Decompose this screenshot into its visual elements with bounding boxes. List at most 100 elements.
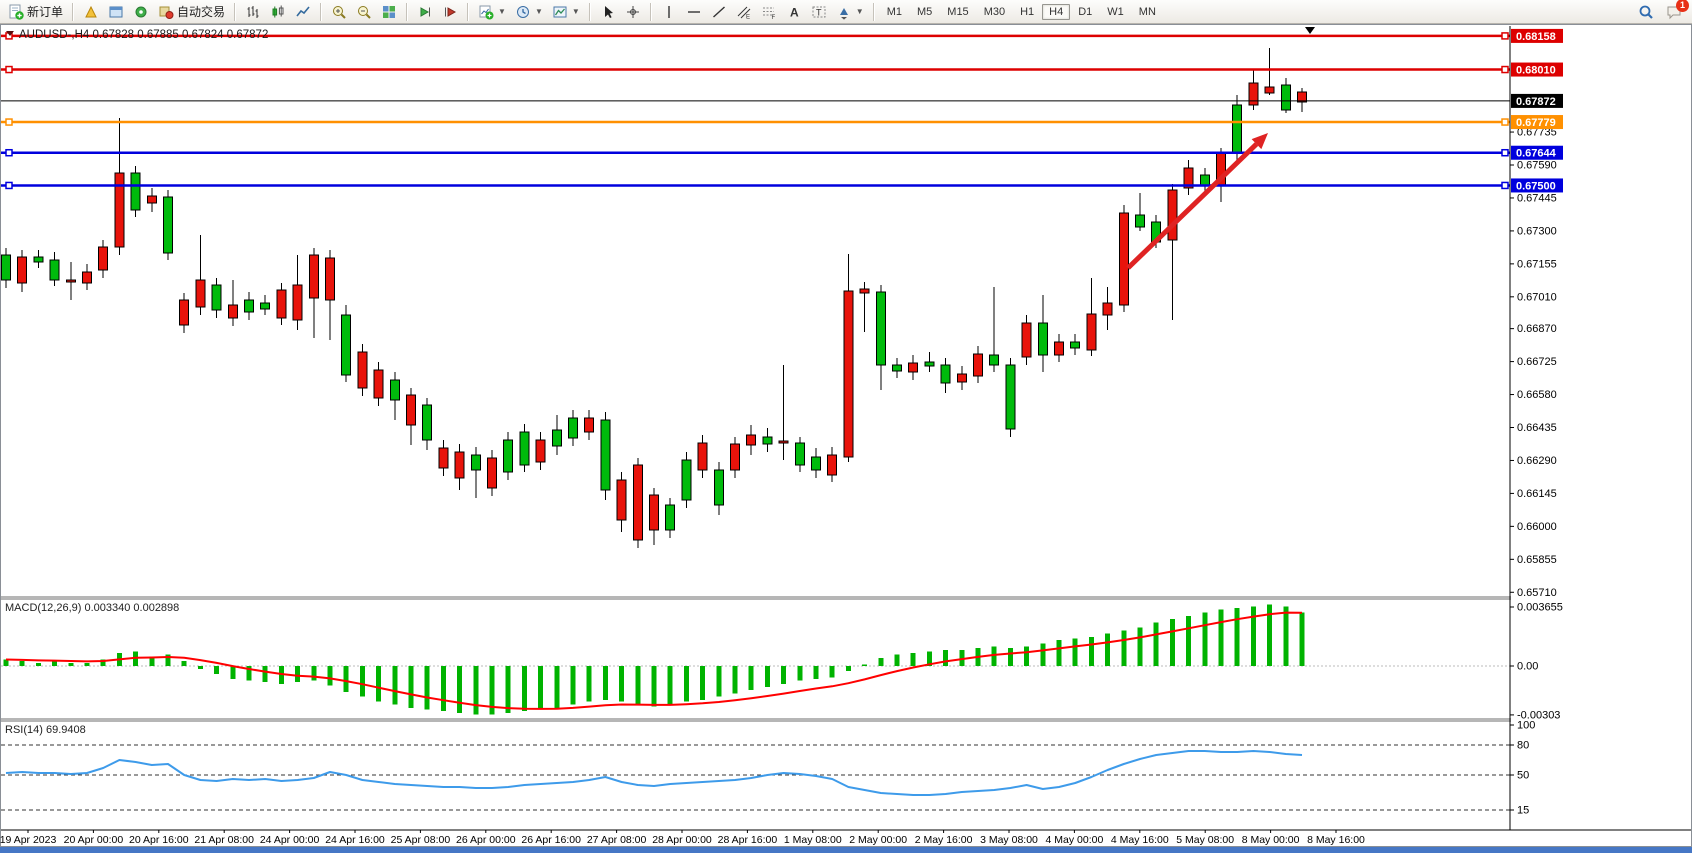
tile-icon xyxy=(383,5,396,18)
horizontal-line-button[interactable] xyxy=(682,2,706,22)
macd-bar xyxy=(181,661,187,666)
channel-icon: E xyxy=(737,6,751,20)
new-order-icon xyxy=(9,4,24,20)
candle-body xyxy=(827,454,838,476)
arrows-button[interactable]: ▼ xyxy=(832,2,868,22)
macd-bar xyxy=(732,666,738,694)
time-tick-label: 8 May 00:00 xyxy=(1242,834,1300,846)
timeframe-d1-button[interactable]: D1 xyxy=(1078,5,1093,18)
new-chart-button[interactable]: ▼ xyxy=(474,2,510,22)
timeframe-h4-button[interactable]: H4 xyxy=(1042,3,1071,20)
price-badge-label: 0.68010 xyxy=(1516,65,1556,77)
macd-scale-label: 0.00 xyxy=(1517,661,1538,673)
time-tick-label: 2 May 00:00 xyxy=(849,834,907,846)
macd-bar xyxy=(408,666,414,708)
zoom-out-button[interactable] xyxy=(352,2,376,22)
macd-signal-line xyxy=(5,611,1303,710)
candle-body xyxy=(195,279,206,308)
trendline-button[interactable] xyxy=(707,2,731,22)
candle-body xyxy=(1005,364,1016,430)
candles xyxy=(1,47,1307,548)
candle-body xyxy=(924,361,935,367)
autotrading-button[interactable]: 自动交易 xyxy=(154,1,229,22)
line-chart-button[interactable] xyxy=(291,2,315,22)
svg-text:T: T xyxy=(816,7,822,17)
new-order-button-label: 新订单 xyxy=(27,5,64,19)
line-handle[interactable] xyxy=(1501,65,1509,74)
notifications-icon[interactable]: 1 xyxy=(1666,0,1689,20)
candlestick-chart-button[interactable] xyxy=(266,2,290,22)
macd-bar xyxy=(1056,640,1062,666)
macd-bar xyxy=(165,654,171,666)
timeframe-w1-button[interactable]: W1 xyxy=(1107,5,1124,18)
candle-body xyxy=(1297,91,1307,103)
macd-bar xyxy=(100,659,106,666)
linechart-icon xyxy=(296,5,310,16)
chart-shift-button[interactable] xyxy=(438,2,462,22)
candle-body xyxy=(114,172,125,248)
equidistant-channel-button[interactable]: E xyxy=(732,2,756,22)
price-badge xyxy=(1511,28,1563,43)
timeframe-h1-button[interactable]: H1 xyxy=(1020,5,1035,18)
macd-bar xyxy=(246,666,252,681)
candle-body xyxy=(470,454,481,471)
candle-body xyxy=(357,351,368,389)
macd-bar xyxy=(1024,646,1030,666)
line-handle[interactable] xyxy=(1501,148,1509,157)
new-order-button[interactable]: 新订单 xyxy=(4,1,67,22)
timeframe-m15-button[interactable]: M15 xyxy=(947,5,969,18)
crosshair-button[interactable] xyxy=(621,2,645,22)
macd-bar xyxy=(1299,612,1305,666)
candle-body xyxy=(1183,167,1194,189)
timeframe-m1-button[interactable]: M1 xyxy=(886,5,902,18)
macd-bar xyxy=(797,666,803,681)
periods-button[interactable]: ▼ xyxy=(511,2,547,22)
search-icon[interactable] xyxy=(1638,4,1654,20)
text-label-button[interactable]: T xyxy=(807,2,831,22)
macd-bar xyxy=(149,656,155,666)
timeframe-mn-button[interactable]: MN xyxy=(1138,5,1156,18)
candle-body xyxy=(17,256,28,284)
candle-body xyxy=(778,440,789,444)
candle-body xyxy=(1280,84,1291,111)
auto-scroll-button[interactable] xyxy=(413,2,437,22)
macd-bar xyxy=(1137,627,1143,666)
macd-bar xyxy=(538,666,544,710)
candle-body xyxy=(843,290,854,458)
zoom-in-button[interactable] xyxy=(327,2,351,22)
candle-body xyxy=(1232,104,1243,154)
timeframe-m5-button[interactable]: M5 xyxy=(917,5,933,18)
arrows-icon xyxy=(839,7,848,20)
text-button[interactable]: A xyxy=(782,2,806,22)
line-handle[interactable] xyxy=(1501,32,1509,40)
line-handle[interactable] xyxy=(1501,181,1509,190)
price-badge-label: 0.67779 xyxy=(1516,117,1556,129)
line-handle[interactable] xyxy=(1501,118,1509,126)
line-handle[interactable] xyxy=(5,148,13,157)
vertical-line-button[interactable] xyxy=(657,2,681,22)
candle-body xyxy=(1135,214,1145,228)
data-window-button[interactable] xyxy=(104,2,128,22)
trend-arrow[interactable] xyxy=(1126,142,1259,270)
market-watch-button[interactable] xyxy=(79,2,103,22)
search-icon xyxy=(1639,5,1653,19)
fibonacci-button[interactable]: F xyxy=(757,2,781,22)
line-handle[interactable] xyxy=(5,118,13,126)
signals-button[interactable] xyxy=(129,2,153,22)
time-tick-label: 3 May 08:00 xyxy=(980,834,1038,846)
time-tick-label: 4 May 16:00 xyxy=(1111,834,1169,846)
tile-windows-button[interactable] xyxy=(377,2,401,22)
line-handle[interactable] xyxy=(5,181,13,190)
templates-button[interactable]: ▼ xyxy=(548,2,584,22)
line-handle[interactable] xyxy=(5,65,13,74)
cursor-button[interactable] xyxy=(596,2,620,22)
candle-body xyxy=(49,259,60,281)
bar-chart-button[interactable] xyxy=(241,2,265,22)
candle-body xyxy=(211,284,222,311)
chevron-down-icon: ▼ xyxy=(571,7,580,16)
price-tick-label: 0.66725 xyxy=(1517,356,1557,368)
candle-body xyxy=(665,504,676,531)
symbol-dropdown-icon[interactable] xyxy=(6,31,14,36)
timeframe-m30-button[interactable]: M30 xyxy=(983,5,1006,18)
macd-bar xyxy=(262,666,268,683)
